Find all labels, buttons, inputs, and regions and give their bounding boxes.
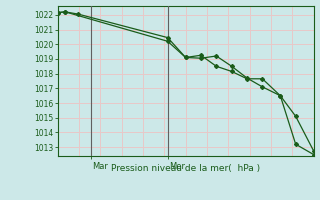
Text: Mar: Mar [92,162,108,171]
X-axis label: Pression niveau de la mer(  hPa ): Pression niveau de la mer( hPa ) [111,164,260,173]
Text: Mer: Mer [169,162,185,171]
